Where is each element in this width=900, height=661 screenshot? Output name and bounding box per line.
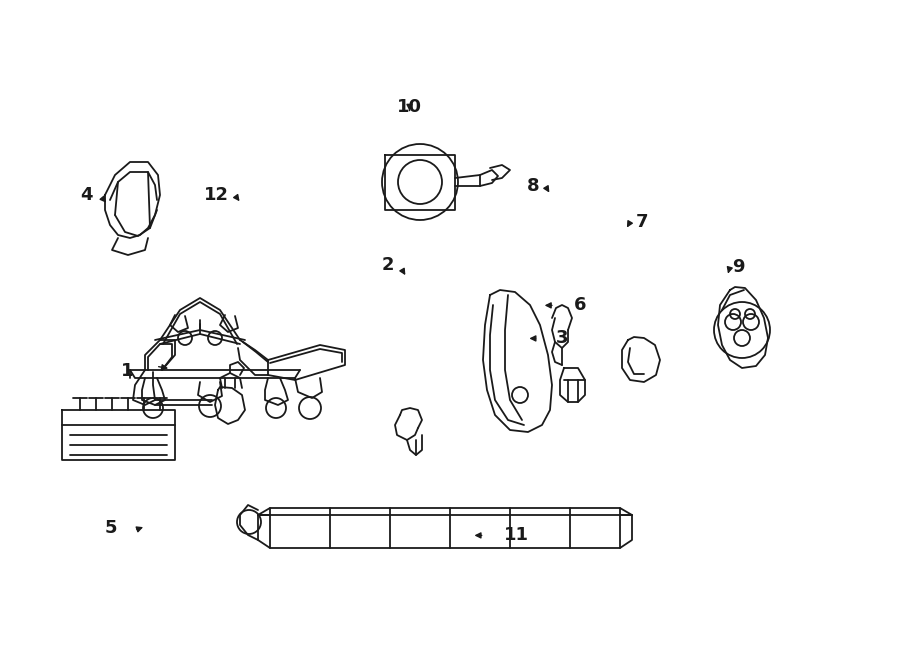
Text: 8: 8 bbox=[527, 177, 540, 195]
Text: 2: 2 bbox=[382, 256, 394, 274]
Text: 9: 9 bbox=[733, 258, 745, 276]
Text: 3: 3 bbox=[556, 329, 569, 348]
Text: 6: 6 bbox=[574, 296, 587, 315]
Text: 4: 4 bbox=[80, 186, 93, 204]
Text: 10: 10 bbox=[397, 98, 422, 116]
Text: 1: 1 bbox=[121, 362, 133, 380]
Text: 12: 12 bbox=[203, 186, 229, 204]
Text: 5: 5 bbox=[104, 519, 117, 537]
Text: 7: 7 bbox=[635, 213, 648, 231]
Text: 11: 11 bbox=[504, 526, 529, 545]
